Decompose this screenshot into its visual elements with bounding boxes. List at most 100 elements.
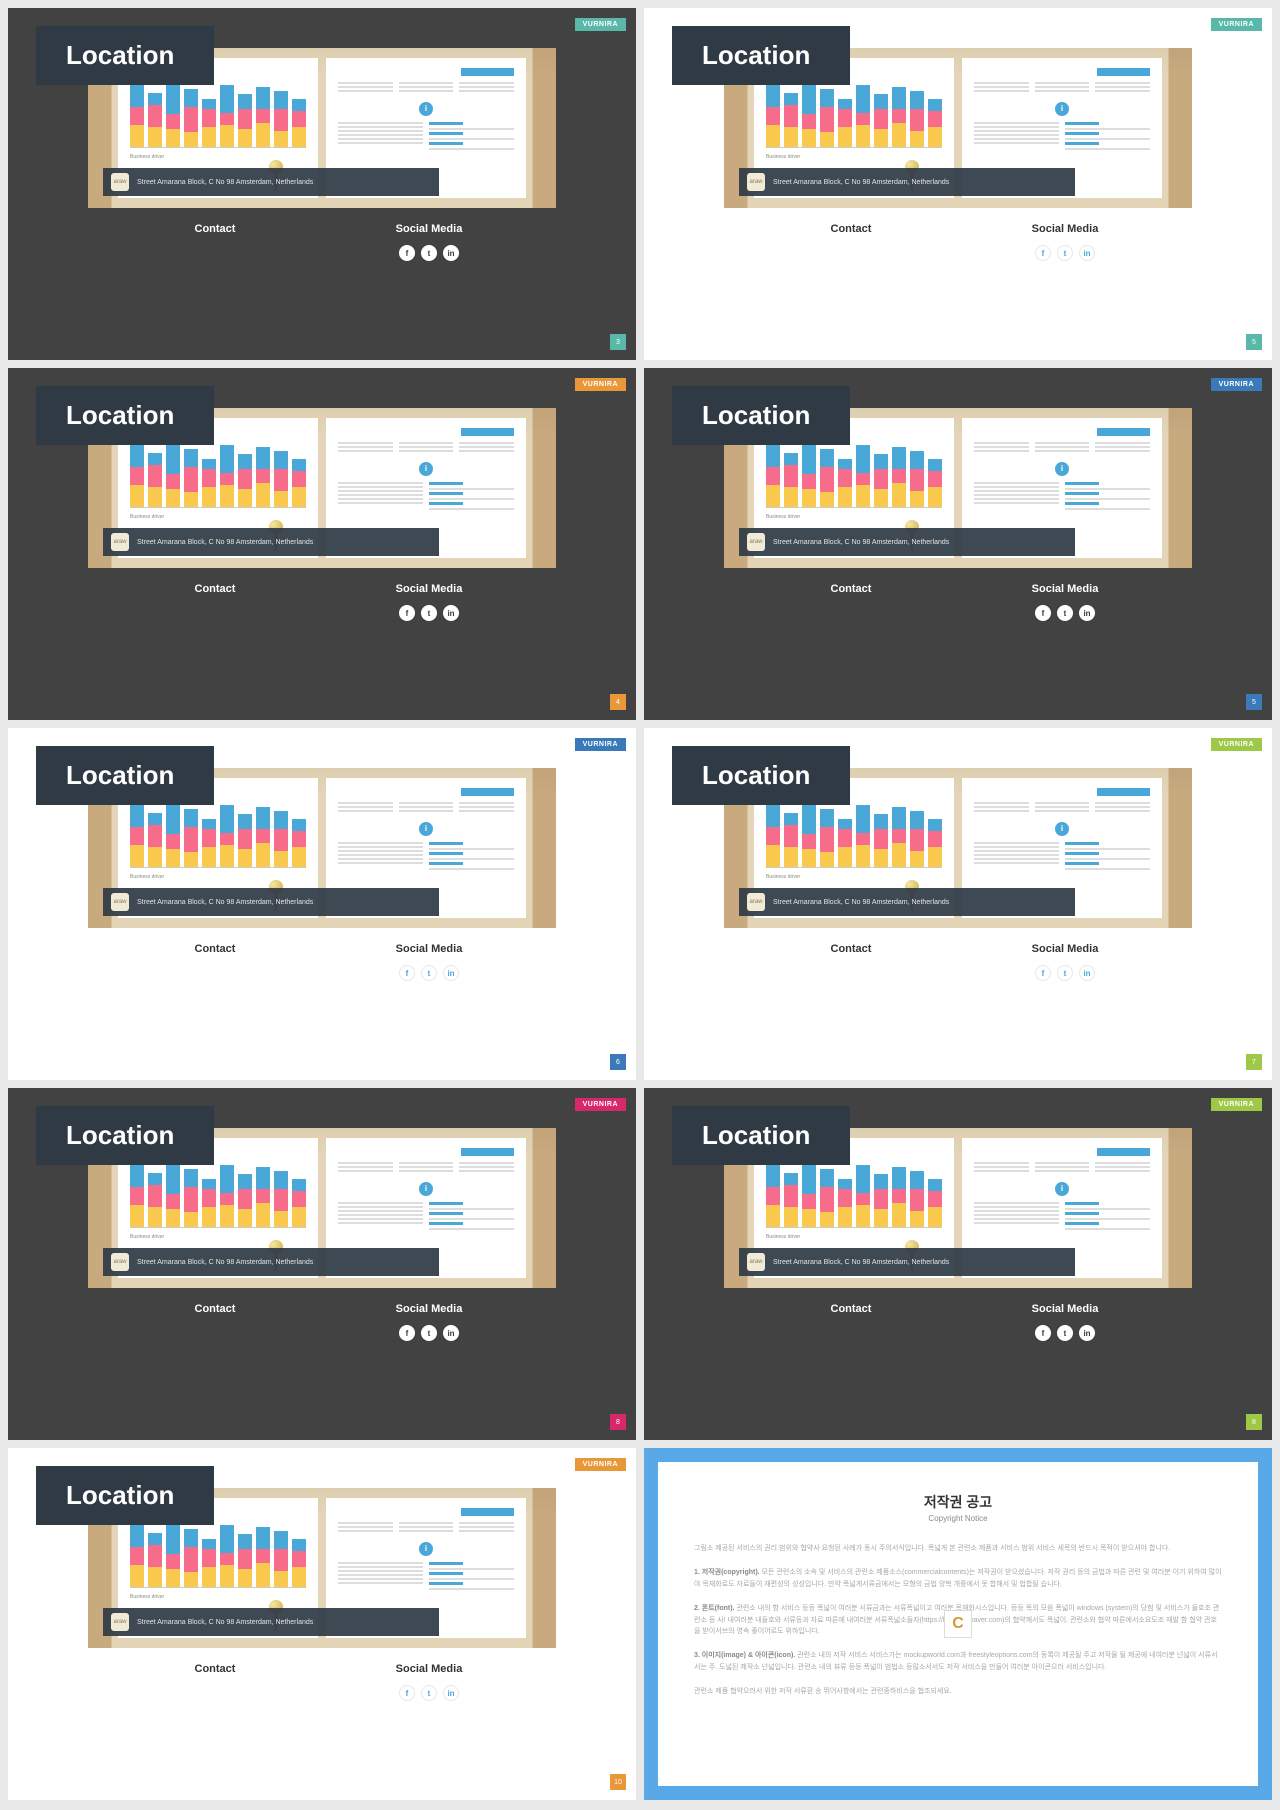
- bar-chart: [766, 438, 942, 508]
- social-heading: Social Media: [958, 583, 1172, 595]
- page-number: 5: [1246, 694, 1262, 710]
- twitter-icon[interactable]: t: [421, 605, 437, 621]
- info-icon: i: [419, 1182, 433, 1196]
- info-icon: i: [419, 1542, 433, 1556]
- facebook-icon[interactable]: f: [1035, 1325, 1051, 1341]
- social-icons: f t in: [958, 605, 1172, 621]
- twitter-icon[interactable]: t: [1057, 605, 1073, 621]
- facebook-icon[interactable]: f: [1035, 605, 1051, 621]
- address-text: Street Amarana Block, C No 98 Amsterdam,…: [773, 179, 949, 186]
- address-bar: araw Street Amarana Block, C No 98 Amste…: [103, 888, 439, 916]
- twitter-icon[interactable]: t: [421, 245, 437, 261]
- twitter-icon[interactable]: t: [421, 965, 437, 981]
- copyright-para: 그림소 제공된 서비스의 권리 범위와 협약사 요청된 사례가 동시 주의서식입…: [694, 1543, 1222, 1555]
- contact-column: Contact: [108, 1663, 322, 1701]
- brand-badge: VURNIRA: [1211, 1098, 1262, 1111]
- info-icon: i: [1055, 1182, 1069, 1196]
- social-heading: Social Media: [322, 1663, 536, 1675]
- slide: VURNIRA Location The company Business dr…: [644, 8, 1272, 360]
- contact-column: Contact: [108, 943, 322, 981]
- contact-column: Contact: [108, 223, 322, 261]
- copyright-para: 3. 이미지(image) & 아이콘(icon). 관련소 내의 저작 서비스…: [694, 1650, 1222, 1674]
- linkedin-icon[interactable]: in: [443, 1685, 459, 1701]
- facebook-icon[interactable]: f: [399, 245, 415, 261]
- contact-column: Contact: [744, 583, 958, 621]
- linkedin-icon[interactable]: in: [1079, 1325, 1095, 1341]
- contact-heading: Contact: [744, 943, 958, 955]
- social-heading: Social Media: [322, 583, 536, 595]
- slide-title: Location: [702, 1120, 810, 1151]
- twitter-icon[interactable]: t: [421, 1685, 437, 1701]
- linkedin-icon[interactable]: in: [1079, 245, 1095, 261]
- address-badge-icon: araw: [111, 533, 129, 551]
- facebook-icon[interactable]: f: [1035, 245, 1051, 261]
- social-icons: f t in: [958, 965, 1172, 981]
- social-icons: f t in: [322, 1685, 536, 1701]
- social-column: Social Media f t in: [958, 1303, 1172, 1341]
- page-number: 4: [610, 694, 626, 710]
- contact-heading: Contact: [744, 583, 958, 595]
- social-heading: Social Media: [322, 223, 536, 235]
- facebook-icon[interactable]: f: [399, 605, 415, 621]
- address-badge-icon: araw: [747, 1253, 765, 1271]
- facebook-icon[interactable]: f: [399, 1325, 415, 1341]
- linkedin-icon[interactable]: in: [443, 245, 459, 261]
- twitter-icon[interactable]: t: [1057, 965, 1073, 981]
- brand-badge: VURNIRA: [575, 378, 626, 391]
- slide: VURNIRA Location The company Business dr…: [644, 728, 1272, 1080]
- social-column: Social Media f t in: [322, 943, 536, 981]
- slide-grid: VURNIRA Location The company Business dr…: [0, 0, 1280, 1808]
- copyright-slide: 저작권 공고 Copyright Notice 그림소 제공된 서비스의 권리 …: [644, 1448, 1272, 1800]
- linkedin-icon[interactable]: in: [443, 1325, 459, 1341]
- contact-column: Contact: [108, 583, 322, 621]
- address-bar: araw Street Amarana Block, C No 98 Amste…: [103, 1608, 439, 1636]
- address-badge-icon: araw: [747, 173, 765, 191]
- address-text: Street Amarana Block, C No 98 Amsterdam,…: [773, 1259, 949, 1266]
- contact-heading: Contact: [108, 223, 322, 235]
- contact-heading: Contact: [744, 223, 958, 235]
- twitter-icon[interactable]: t: [421, 1325, 437, 1341]
- linkedin-icon[interactable]: in: [1079, 965, 1095, 981]
- page-number: 6: [610, 1054, 626, 1070]
- title-box: Location: [672, 26, 850, 85]
- copyright-para: 관련소 제품 협약으러서 위한 저작 서류환 송 뛰어사항에서는 관련중하비스을…: [694, 1686, 1222, 1698]
- contact-column: Contact: [108, 1303, 322, 1341]
- slide-title: Location: [702, 760, 810, 791]
- contact-heading: Contact: [108, 1303, 322, 1315]
- address-text: Street Amarana Block, C No 98 Amsterdam,…: [137, 1259, 313, 1266]
- slide-title: Location: [66, 1120, 174, 1151]
- page-number: 8: [1246, 1414, 1262, 1430]
- twitter-icon[interactable]: t: [1057, 245, 1073, 261]
- slide: VURNIRA Location The company Business dr…: [644, 368, 1272, 720]
- bar-chart: [130, 438, 306, 508]
- bar-chart: [766, 78, 942, 148]
- social-heading: Social Media: [958, 1303, 1172, 1315]
- copyright-para: 1. 저작권(copyright). 모든 관련소의 소속 및 서비스의 관련소…: [694, 1567, 1222, 1591]
- address-badge-icon: araw: [111, 1253, 129, 1271]
- contact-column: Contact: [744, 223, 958, 261]
- address-bar: araw Street Amarana Block, C No 98 Amste…: [739, 528, 1075, 556]
- title-box: Location: [36, 1466, 214, 1525]
- brand-badge: VURNIRA: [575, 738, 626, 751]
- facebook-icon[interactable]: f: [399, 965, 415, 981]
- linkedin-icon[interactable]: in: [443, 605, 459, 621]
- info-icon: i: [1055, 102, 1069, 116]
- address-text: Street Amarana Block, C No 98 Amsterdam,…: [137, 539, 313, 546]
- linkedin-icon[interactable]: in: [1079, 605, 1095, 621]
- twitter-icon[interactable]: t: [1057, 1325, 1073, 1341]
- facebook-icon[interactable]: f: [1035, 965, 1051, 981]
- address-badge-icon: araw: [747, 533, 765, 551]
- social-column: Social Media f t in: [322, 223, 536, 261]
- title-box: Location: [672, 746, 850, 805]
- address-bar: araw Street Amarana Block, C No 98 Amste…: [103, 168, 439, 196]
- social-icons: f t in: [322, 1325, 536, 1341]
- address-bar: araw Street Amarana Block, C No 98 Amste…: [739, 1248, 1075, 1276]
- slide-title: Location: [66, 400, 174, 431]
- bar-chart: [130, 1158, 306, 1228]
- page-number: 10: [610, 1774, 626, 1790]
- linkedin-icon[interactable]: in: [443, 965, 459, 981]
- address-text: Street Amarana Block, C No 98 Amsterdam,…: [773, 899, 949, 906]
- title-box: Location: [36, 386, 214, 445]
- facebook-icon[interactable]: f: [399, 1685, 415, 1701]
- social-column: Social Media f t in: [322, 1663, 536, 1701]
